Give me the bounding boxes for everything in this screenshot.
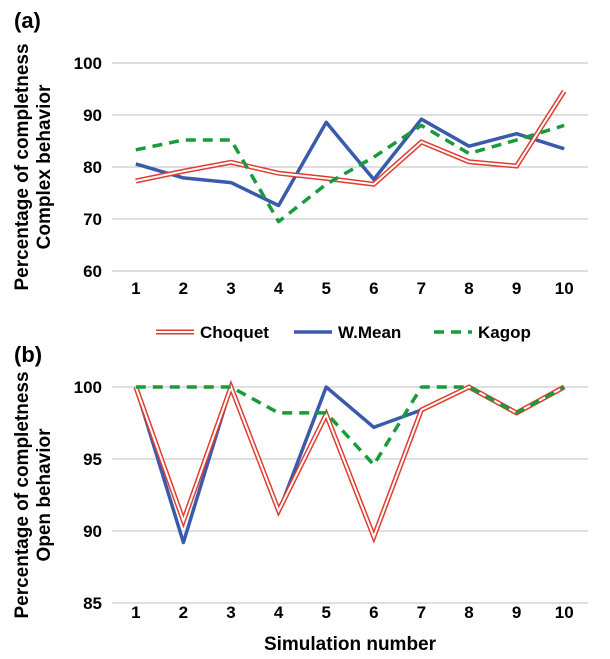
series-line-kagop [135, 123, 565, 224]
x-axis-label: Simulation number [264, 634, 437, 655]
legend-kagop-label: Kagop [478, 323, 531, 342]
x-tick-label: 10 [555, 603, 574, 622]
x-tick-label: 3 [226, 603, 235, 622]
series-line-wmean [135, 117, 565, 208]
y-axis-label-line: Open behavior [34, 428, 55, 562]
y-tick-label: 90 [83, 522, 102, 541]
x-tick-label: 6 [369, 279, 378, 298]
y-axis-label-line: Percentage of completness [12, 43, 33, 290]
y-axis-label: Percentage of completnessOpen behavior [12, 371, 55, 618]
series-line-choquet-inner [135, 90, 566, 186]
y-axis-label-line: Complex behavior [34, 84, 55, 249]
x-tick-label: 3 [226, 279, 235, 298]
y-tick-label: 100 [74, 378, 102, 397]
x-tick-label: 6 [369, 603, 378, 622]
y-tick-label: 60 [83, 262, 102, 281]
x-tick-label: 1 [131, 279, 140, 298]
panel-label: (a) [14, 8, 41, 33]
x-tick-label: 2 [179, 603, 188, 622]
y-tick-label: 80 [83, 158, 102, 177]
x-tick-label: 7 [417, 603, 426, 622]
x-tick-label: 4 [274, 603, 284, 622]
x-tick-label: 7 [417, 279, 426, 298]
panel-a: (a) 60 70 80 90 100 1 2 3 4 5 6 7 8 9 10 Percentage of c… [12, 8, 588, 298]
y-tick-label: 70 [83, 210, 102, 229]
legend: Choquet W.Mean Kagop [156, 323, 531, 342]
series-line-kagop [135, 385, 566, 467]
x-tick-label: 9 [512, 603, 521, 622]
x-tick-label: 1 [131, 603, 140, 622]
y-axis-label-line: Percentage of completness [12, 371, 33, 618]
x-tick-label: 5 [321, 603, 330, 622]
y-axis-label: Percentage of completnessComplex behavio… [12, 43, 55, 290]
x-tick-label: 9 [512, 279, 521, 298]
panel-b: (b) 85 90 95 100 1 2 3 4 5 6 7 8 9 10 Percentage of com… [12, 342, 588, 655]
y-tick-label: 95 [83, 450, 102, 469]
legend-choquet-label: Choquet [200, 323, 269, 342]
x-tick-label: 5 [321, 279, 330, 298]
x-tick-label: 2 [179, 279, 188, 298]
series-line-wmean [134, 385, 566, 545]
legend-wmean-label: W.Mean [338, 323, 401, 342]
x-tick-label: 8 [464, 603, 473, 622]
y-tick-label: 90 [83, 106, 102, 125]
series-line-choquet-inner [134, 384, 565, 540]
x-tick-label: 10 [555, 279, 574, 298]
y-tick-label: 100 [74, 54, 102, 73]
x-tick-label: 4 [274, 279, 284, 298]
x-tick-label: 8 [464, 279, 473, 298]
y-tick-label: 85 [83, 594, 102, 613]
panel-label: (b) [14, 342, 42, 367]
series-line-choquet [133, 379, 566, 544]
